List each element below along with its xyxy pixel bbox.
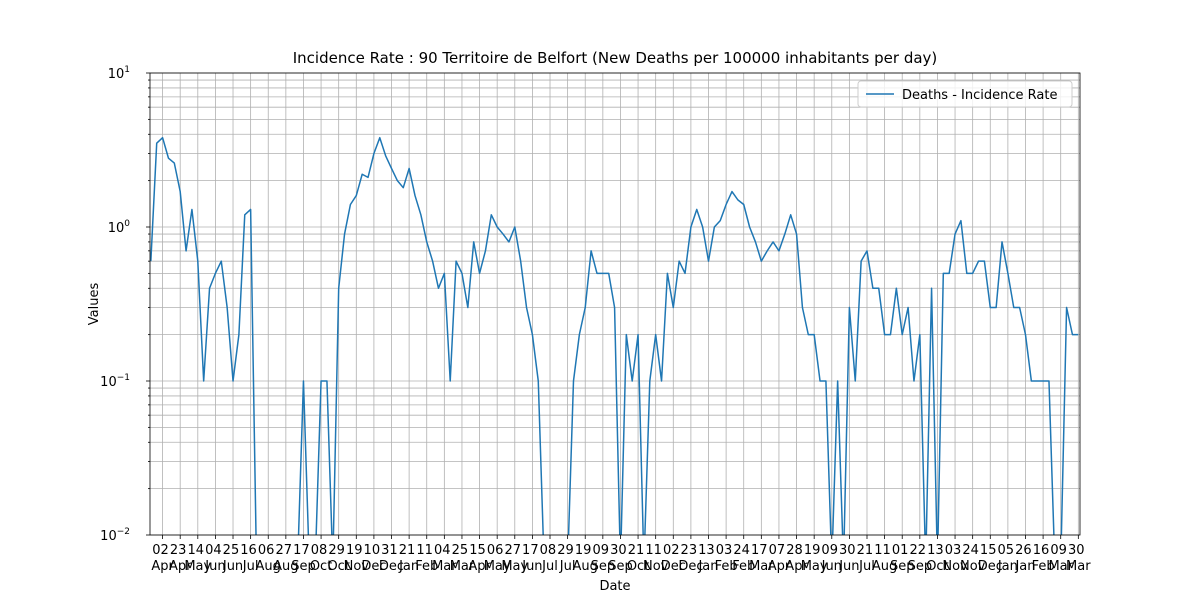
x-tick-label: 11 Aug bbox=[872, 543, 897, 574]
axes-frame bbox=[149, 72, 1081, 536]
data-line bbox=[150, 136, 1079, 535]
x-tick-label: 24 Feb bbox=[732, 543, 755, 574]
x-tick-label: 10 Dec bbox=[361, 543, 386, 574]
y-tick-label: 101 bbox=[108, 65, 130, 82]
x-tick-label: 06 Aug bbox=[256, 543, 281, 574]
x-tick-label: 15 Dec bbox=[978, 543, 1003, 574]
chart-title: Incidence Rate : 90 Territoire de Belfor… bbox=[293, 49, 938, 67]
y-tick-label: 10−2 bbox=[100, 527, 130, 544]
x-tick-label: 11 Feb bbox=[415, 543, 438, 574]
x-tick-label: 25 Jun bbox=[222, 543, 244, 574]
y-tick-exponent: 0 bbox=[124, 219, 130, 229]
x-tick-label: 02 Dec bbox=[661, 543, 686, 574]
x-tick-label: 28 Apr bbox=[785, 543, 808, 574]
x-tick-label: 26 Jan bbox=[1014, 543, 1035, 574]
x-tick-label: 17 Mar bbox=[749, 543, 774, 574]
y-tick-base: 10 bbox=[100, 375, 117, 390]
y-tick-base: 10 bbox=[108, 67, 125, 82]
y-axis-label: Values bbox=[87, 283, 102, 326]
x-tick-label: 03 Nov bbox=[942, 543, 968, 574]
x-tick-label: 14 May bbox=[184, 543, 211, 574]
x-tick-label: 27 May bbox=[501, 543, 528, 574]
x-tick-label: 13 Oct bbox=[926, 543, 948, 574]
x-tick-label: 31 Dec bbox=[379, 543, 404, 574]
x-tick-label: 30 Mar bbox=[1066, 543, 1091, 574]
x-tick-label: 05 Jan bbox=[997, 543, 1018, 574]
x-tick-label: 23 Apr bbox=[169, 543, 192, 574]
x-tick-label: 29 Jul bbox=[557, 543, 578, 574]
x-tick-label: 01 Sep bbox=[890, 543, 915, 574]
x-tick-label: 19 May bbox=[801, 543, 828, 574]
x-tick-label: 04 Jun bbox=[204, 543, 226, 574]
x-tick-label: 19 Aug bbox=[573, 543, 598, 574]
x-tick-label: 29 Oct bbox=[327, 543, 349, 574]
y-tick-base: 10 bbox=[100, 529, 117, 544]
x-tick-label: 17 Jun bbox=[521, 543, 543, 574]
x-tick-label: 22 Sep bbox=[908, 543, 933, 574]
x-tick-label: 09 Sep bbox=[591, 543, 616, 574]
x-tick-label: 19 Nov bbox=[344, 543, 370, 574]
legend-box bbox=[857, 80, 1073, 108]
x-tick-label: 13 Jan bbox=[697, 543, 718, 574]
x-tick-label: 21 Jan bbox=[398, 543, 419, 574]
x-tick-label: 04 Mar bbox=[432, 543, 457, 574]
x-tick-label: 11 Nov bbox=[643, 543, 669, 574]
x-tick-label: 24 Nov bbox=[960, 543, 986, 574]
y-tick-exponent: −1 bbox=[117, 373, 130, 383]
x-tick-label: 03 Feb bbox=[715, 543, 738, 574]
x-tick-label: 08 Jul bbox=[540, 543, 561, 574]
legend-label: Deaths - Incidence Rate bbox=[902, 88, 1057, 103]
x-tick-label: 23 Dec bbox=[678, 543, 703, 574]
x-tick-label: 17 Sep bbox=[291, 543, 316, 574]
x-tick-label: 25 Mar bbox=[450, 543, 475, 574]
y-tick-label: 10−1 bbox=[100, 373, 130, 390]
plot-area bbox=[150, 136, 1079, 535]
x-tick-label: 16 Feb bbox=[1032, 543, 1055, 574]
x-tick-label: 30 Sep bbox=[608, 543, 633, 574]
x-tick-label: 21 Jul bbox=[857, 543, 878, 574]
x-tick-label: 08 Oct bbox=[310, 543, 332, 574]
x-tick-label: 09 Jun bbox=[821, 543, 843, 574]
y-tick-exponent: 1 bbox=[124, 65, 130, 75]
x-tick-label: 16 Jul bbox=[240, 543, 261, 574]
y-tick-exponent: −2 bbox=[117, 527, 130, 537]
x-axis-label: Date bbox=[599, 579, 630, 594]
x-tick-label: 15 Apr bbox=[468, 543, 491, 574]
x-tick-label: 09 Mar bbox=[1048, 543, 1073, 574]
y-tick-label: 100 bbox=[108, 219, 131, 236]
x-tick-label: 06 May bbox=[484, 543, 511, 574]
x-tick-label: 30 Jun bbox=[838, 543, 860, 574]
legend: Deaths - Incidence Rate bbox=[857, 80, 1073, 108]
x-tick-label: 02 Apr bbox=[151, 543, 174, 574]
x-tick-label: 21 Oct bbox=[627, 543, 649, 574]
x-tick-label: 27 Aug bbox=[273, 543, 298, 574]
x-tick-label: 07 Apr bbox=[768, 543, 791, 574]
y-tick-base: 10 bbox=[108, 221, 125, 236]
